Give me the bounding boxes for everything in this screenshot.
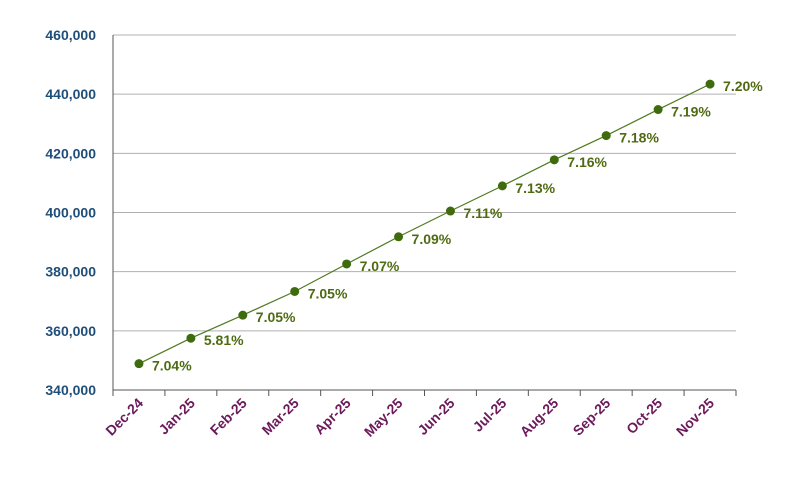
- data-point: [497, 181, 507, 191]
- data-point: [238, 310, 248, 320]
- x-tick-label: Feb-25: [207, 395, 250, 438]
- data-label: 7.04%: [152, 358, 192, 374]
- data-label: 7.05%: [256, 309, 296, 325]
- data-label: 7.20%: [723, 78, 763, 94]
- data-label: 7.18%: [619, 130, 659, 146]
- y-tick-label: 460,000: [45, 27, 96, 43]
- data-point: [705, 79, 715, 89]
- y-tick-label: 340,000: [45, 382, 96, 398]
- data-point: [601, 131, 611, 141]
- gridlines: [113, 34, 736, 332]
- data-point: [394, 232, 404, 242]
- y-tick-label: 360,000: [45, 323, 96, 339]
- data-label: 7.09%: [412, 231, 452, 247]
- data-labels: 7.04% 5.81% 7.05% 7.05% 7.07% 7.09% 7.11% 7.13%…: [152, 78, 763, 374]
- data-label: 7.19%: [671, 104, 711, 120]
- x-tick-label: Aug-25: [517, 395, 562, 440]
- data-label: 7.11%: [463, 205, 502, 221]
- x-tick-label: Jun-25: [414, 395, 457, 438]
- y-axis-tick-labels: 340,000 360,000 380,000 400,000 420,000 440,0…: [45, 27, 96, 398]
- series-line: [138, 83, 711, 365]
- series-line-group: [138, 83, 711, 365]
- x-tick-label: May-25: [361, 395, 406, 440]
- x-tick-label: Nov-25: [673, 395, 717, 439]
- y-tick-label: 440,000: [45, 86, 96, 102]
- y-tick-label: 420,000: [45, 145, 96, 161]
- x-tick-label: Apr-25: [311, 395, 354, 438]
- axes: [112, 35, 737, 396]
- y-tick-label: 380,000: [45, 264, 96, 280]
- data-point: [549, 155, 559, 165]
- data-point: [342, 259, 352, 269]
- data-points: [134, 79, 715, 369]
- x-tick-label: Dec-24: [102, 395, 146, 439]
- x-tick-label: Sep-25: [570, 395, 614, 439]
- data-point: [134, 359, 144, 369]
- data-label: 7.07%: [360, 258, 400, 274]
- x-axis-tick-labels: Dec-24 Jan-25 Feb-25 Mar-25 Apr-25 May-25 Jun-…: [102, 395, 717, 440]
- data-point: [186, 333, 196, 343]
- x-tick-label: Jul-25: [470, 395, 510, 435]
- y-tick-label: 400,000: [45, 205, 96, 221]
- data-point: [653, 105, 663, 115]
- data-label: 7.16%: [567, 154, 607, 170]
- data-label: 5.81%: [204, 332, 244, 348]
- x-tick-label: Mar-25: [259, 395, 302, 438]
- x-tick-label: Oct-25: [623, 395, 665, 437]
- data-point: [445, 206, 455, 216]
- x-tick-label: Jan-25: [155, 395, 198, 438]
- data-label: 7.13%: [515, 180, 555, 196]
- data-label: 7.05%: [308, 285, 348, 301]
- data-point: [290, 286, 300, 296]
